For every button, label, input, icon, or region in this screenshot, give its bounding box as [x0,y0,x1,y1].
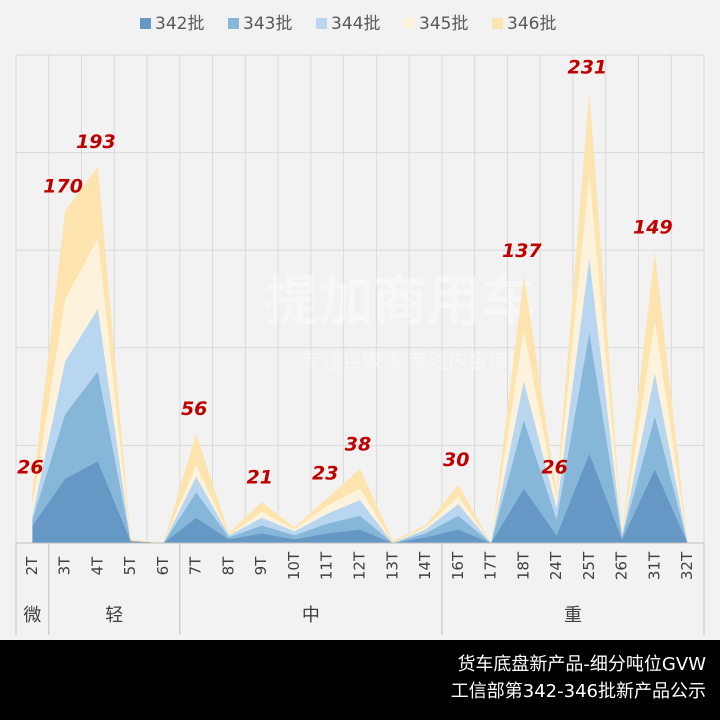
legend-swatch [316,18,327,29]
x-tick-label: 26T [613,551,631,580]
x-tick-label: 10T [285,551,303,580]
legend-swatch [492,18,503,29]
legend-swatch [140,18,151,29]
total-label: 193 [76,131,116,153]
group-label: 重 [564,605,582,626]
legend-label: 342批 [155,14,204,34]
x-tick-label: 14T [416,551,434,580]
x-tick-label: 6T [154,556,172,576]
watermark-title: 提加商用车 [265,270,535,333]
area [32,453,688,543]
legend-label: 345批 [419,14,468,34]
x-tick-label: 5T [121,556,139,576]
total-label: 38 [345,433,371,455]
total-label: 23 [312,463,338,485]
total-label: 149 [633,217,673,239]
legend-swatch [228,18,239,29]
x-tick-label: 8T [219,556,237,576]
total-label: 21 [246,467,272,489]
total-label: 30 [443,449,469,471]
x-tick-label: 31T [645,551,663,580]
group-label: 微 [23,605,41,626]
x-tick-label: 16T [449,551,467,580]
group-label: 轻 [105,605,123,626]
total-label: 56 [181,398,207,420]
x-tick-label: 24T [547,551,565,580]
x-tick-label: 25T [580,551,598,580]
legend-swatch [404,18,415,29]
total-label: 26 [17,457,43,479]
watermark-subtitle: 专注自媒体·专注内容传播 [302,349,528,373]
legend-label: 346批 [507,14,556,34]
footer-line: 工信部第342-346批新产品公示 [451,681,706,702]
x-tick-label: 9T [252,556,270,576]
group-label: 中 [302,605,320,626]
x-tick-label: 13T [383,551,401,580]
footer-band [0,640,720,720]
x-tick-label: 3T [56,556,74,576]
x-tick-label: 11T [318,551,336,580]
legend-label: 343批 [243,14,292,34]
x-tick-label: 32T [678,551,696,580]
total-label: 170 [43,176,83,198]
x-tick-label: 17T [482,551,500,580]
x-tick-label: 4T [88,556,106,576]
total-label: 231 [567,57,607,79]
x-tick-label: 2T [23,556,41,576]
legend-label: 344批 [331,14,380,34]
total-label: 137 [502,240,542,262]
x-tick-label: 7T [187,556,205,576]
x-tick-label: 12T [351,551,369,580]
x-tick-label: 18T [514,551,532,580]
footer-line: 货车底盘新产品-细分吨位GVW [457,654,706,675]
total-label: 26 [541,457,567,479]
